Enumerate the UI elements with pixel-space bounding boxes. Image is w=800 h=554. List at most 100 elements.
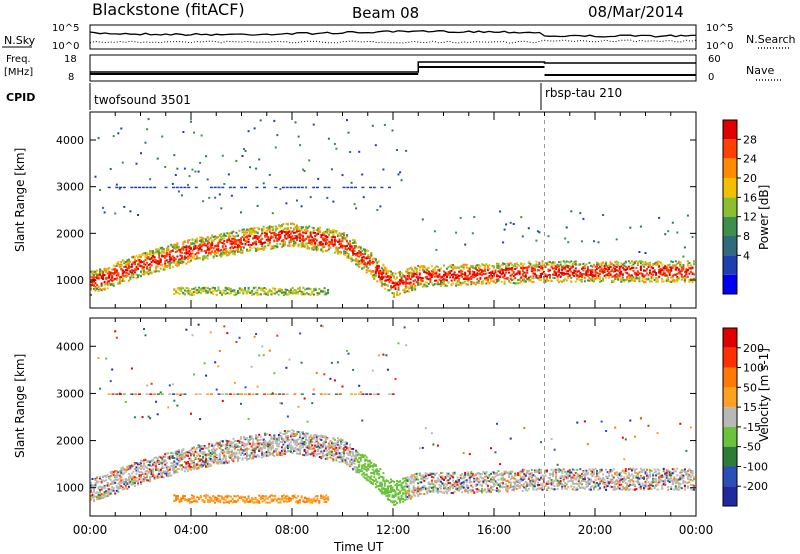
range-gate-cell <box>291 237 294 240</box>
range-gate-cell <box>217 251 220 254</box>
range-gate-cell <box>600 270 603 273</box>
range-gate-cell <box>218 453 221 456</box>
range-gate-cell <box>436 281 439 283</box>
range-gate-cell <box>135 469 138 472</box>
range-gate-cell <box>286 293 289 296</box>
range-gate-cell <box>393 285 395 288</box>
range-gate-cell <box>440 267 442 270</box>
range-gate-cell <box>294 225 297 228</box>
range-gate-cell <box>94 289 97 292</box>
range-gate-cell <box>214 287 216 290</box>
range-gate-cell <box>211 450 214 453</box>
range-gate-cell <box>420 265 423 268</box>
range-gate-cell <box>471 265 474 268</box>
range-gate-cell <box>206 463 209 465</box>
range-gate-cell <box>202 457 205 460</box>
range-gate-cell <box>258 442 261 445</box>
range-gate-cell <box>414 266 417 269</box>
range-gate-cell <box>305 228 308 231</box>
range-gate-cell <box>123 265 126 268</box>
range-gate-cell <box>179 459 182 462</box>
range-gate-cell <box>170 256 173 259</box>
range-gate-cell <box>217 241 220 244</box>
range-gate-cell <box>314 242 317 245</box>
range-gate-cell <box>149 475 152 478</box>
range-gate-cell <box>118 484 121 487</box>
range-gate-cell <box>559 279 562 282</box>
range-gate-cell <box>138 254 141 256</box>
range-gate-cell <box>302 239 305 242</box>
range-gate-cell <box>446 272 448 275</box>
range-gate-cell <box>591 265 594 268</box>
range-gate-cell <box>368 263 371 266</box>
range-gate-cell <box>470 283 473 286</box>
range-gate-cell <box>170 250 173 252</box>
range-gate-cell <box>573 260 576 263</box>
range-gate-cell <box>143 475 145 478</box>
range-gate-cell <box>137 256 139 259</box>
range-gate-cell <box>594 269 597 272</box>
range-gate-cell <box>156 260 159 263</box>
range-gate-cell <box>441 278 444 281</box>
range-gate-cell <box>639 262 642 265</box>
range-gate-cell <box>162 470 165 473</box>
range-gate-cell <box>615 278 618 281</box>
range-gate-cell <box>208 248 211 251</box>
range-gate-cell <box>97 277 100 280</box>
range-gate-cell <box>330 236 333 239</box>
range-gate-cell <box>427 270 430 273</box>
range-gate-cell <box>386 271 389 274</box>
range-gate-cell <box>127 258 130 261</box>
range-gate-cell <box>121 272 124 275</box>
range-gate-cell <box>553 274 556 276</box>
range-gate-cell <box>400 276 403 279</box>
range-gate-cell <box>200 248 203 251</box>
range-gate-cell <box>553 277 556 279</box>
range-gate-cell <box>432 268 435 271</box>
range-gate-cell <box>105 476 108 479</box>
range-gate-cell <box>418 269 421 272</box>
range-gate-cell <box>282 242 285 245</box>
range-gate-cell <box>170 474 173 477</box>
range-gate-cell <box>141 479 144 482</box>
range-gate-cell <box>175 186 179 189</box>
range-gate-cell <box>226 292 229 295</box>
range-gate-cell <box>665 279 668 282</box>
range-gate-cell <box>177 248 180 251</box>
range-gate-cell <box>137 267 139 270</box>
range-gate-cell <box>120 276 123 279</box>
range-gate-cell <box>391 129 394 132</box>
range-gate-cell <box>332 200 335 203</box>
range-gate-cell <box>321 232 324 234</box>
range-gate-cell <box>220 255 223 258</box>
range-gate-cell <box>324 243 327 246</box>
range-gate-cell <box>567 277 570 279</box>
range-gate-cell <box>361 173 364 176</box>
range-gate-cell <box>606 269 609 272</box>
range-gate-cell <box>355 245 358 248</box>
range-gate-cell <box>106 490 109 493</box>
range-gate-cell <box>511 266 514 269</box>
range-gate-cell <box>689 270 692 273</box>
range-gate-cell <box>177 261 180 264</box>
range-gate-cell <box>480 281 483 284</box>
range-gate-cell <box>633 261 636 264</box>
range-gate-cell <box>171 258 174 261</box>
range-gate-cell <box>341 232 344 235</box>
range-gate-cell <box>97 288 100 291</box>
range-gate-cell <box>455 274 458 277</box>
range-gate-cell <box>263 287 266 289</box>
range-gate-cell <box>162 251 165 254</box>
range-gate-cell <box>180 456 183 459</box>
range-gate-cell <box>97 290 100 292</box>
range-gate-cell <box>503 274 506 277</box>
range-gate-cell <box>682 268 685 271</box>
range-gate-cell <box>480 282 483 285</box>
range-gate-cell <box>224 444 227 447</box>
range-gate-cell <box>179 251 182 254</box>
range-gate-cell <box>130 256 133 259</box>
range-gate-cell <box>133 476 136 479</box>
range-gate-cell <box>318 243 321 246</box>
range-gate-cell <box>288 234 291 236</box>
range-gate-cell <box>571 264 574 267</box>
